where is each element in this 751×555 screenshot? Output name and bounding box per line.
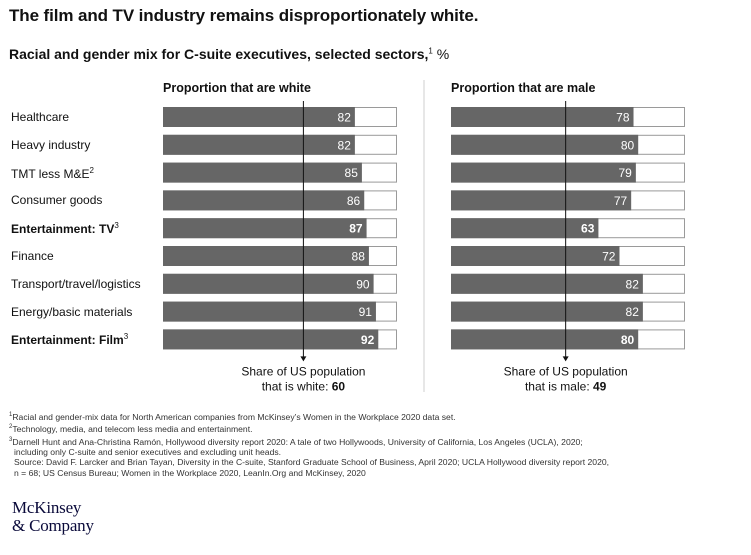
category-label: Consumer goods: [11, 193, 103, 208]
data-label: 82: [338, 111, 352, 125]
subtitle-unit: %: [436, 46, 450, 62]
data-label: 78: [616, 111, 630, 125]
category-label: Finance: [11, 249, 54, 263]
bar: [451, 246, 620, 266]
bar-chart: Proportion that are white 82 82 85 86 87 88 90 9…: [163, 80, 685, 393]
category-label: TMT less M&E2: [11, 165, 94, 181]
source-note: Source: David F. Larcker and Brian Tayan…: [14, 457, 610, 468]
data-label: 91: [359, 305, 373, 319]
bar: [451, 301, 643, 322]
bar: [163, 162, 362, 183]
subtitle-text: Racial and gender mix for C-suite execut…: [9, 46, 429, 62]
reference-arrow: [300, 356, 307, 362]
footnotes: 1Racial and gender-mix data for North Am…: [9, 410, 609, 478]
subtitle-footnote: 1: [428, 46, 433, 56]
source-note-cont: n = 68; US Census Bureau; Women in the W…: [14, 467, 366, 478]
reference-arrow: [562, 356, 569, 362]
bar: [451, 190, 632, 211]
footnote-3: 3Darnell Hunt and Ana-Christina Ramón, H…: [9, 436, 583, 447]
footnote-3-cont: including only C-suite and senior execut…: [14, 446, 282, 457]
bar: [163, 273, 374, 294]
data-label: 77: [614, 194, 628, 208]
bar: [451, 134, 639, 155]
bar: [163, 134, 355, 155]
data-label: 80: [621, 333, 635, 347]
panel-title: Proportion that are white: [163, 81, 311, 95]
footnote-1: 1Racial and gender-mix data for North Am…: [9, 411, 456, 422]
bar: [163, 107, 355, 127]
bar: [163, 218, 367, 239]
data-label: 92: [361, 333, 375, 347]
category-label: Energy/basic materials: [11, 304, 133, 319]
data-label: 88: [352, 250, 366, 264]
reference-label: Share of US population: [504, 364, 628, 378]
category-label: Heavy industry: [11, 137, 91, 152]
data-label: 80: [621, 138, 635, 152]
bar: [451, 273, 643, 294]
data-label: 72: [602, 250, 616, 264]
data-label: 82: [626, 277, 640, 291]
chart-subtitle: Racial and gender mix for C-suite execut…: [9, 46, 449, 62]
panel-title: Proportion that are male: [451, 81, 596, 95]
logo-line-2: & Company: [12, 516, 94, 535]
reference-label-value: that is white: 60: [262, 379, 346, 393]
data-label: 82: [626, 305, 640, 319]
category-label: Transport/travel/logistics: [11, 276, 141, 291]
bar: [451, 162, 636, 183]
data-label: 79: [619, 166, 633, 180]
bar: [451, 218, 599, 239]
data-label: 63: [581, 222, 595, 236]
bar: [451, 329, 639, 350]
bar: [163, 246, 369, 266]
data-label: 82: [338, 138, 352, 152]
data-label: 90: [356, 277, 370, 291]
data-label: 85: [345, 166, 359, 180]
chart-title: The film and TV industry remains disprop…: [9, 6, 479, 25]
mckinsey-logo: McKinsey & Company: [12, 499, 94, 535]
category-label: Entertainment: Film3: [11, 332, 129, 348]
data-label: 87: [349, 222, 363, 236]
bar: [163, 190, 365, 211]
category-label: Entertainment: TV3: [11, 221, 119, 237]
logo-line-1: McKinsey: [12, 498, 82, 517]
reference-label-value: that is male: 49: [525, 379, 607, 393]
footnote-2: 2Technology, media, and telecom less med…: [9, 424, 253, 435]
bar: [163, 329, 379, 350]
reference-label: Share of US population: [241, 364, 365, 378]
data-label: 86: [347, 194, 361, 208]
bar: [163, 301, 376, 322]
category-label: Healthcare: [11, 110, 70, 124]
bar: [451, 107, 634, 127]
